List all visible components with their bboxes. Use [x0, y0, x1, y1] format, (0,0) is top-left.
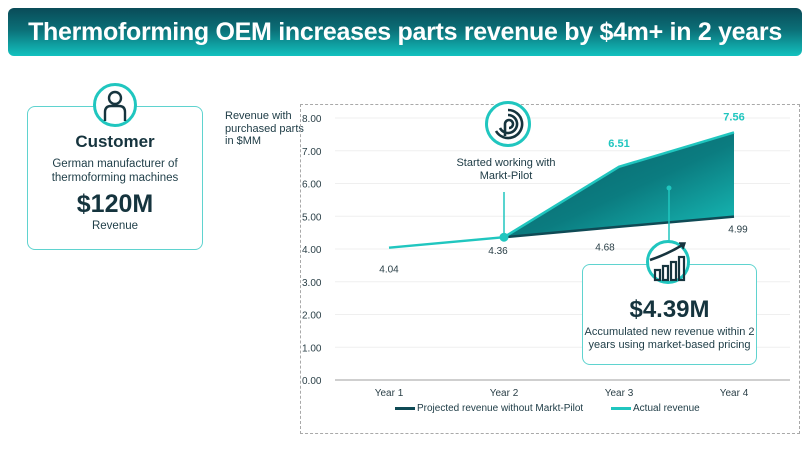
person-icon	[93, 83, 137, 127]
y-tick-label: 3.00	[302, 278, 322, 289]
legend-label: Actual revenue	[633, 403, 700, 414]
page-title: Thermoforming OEM increases parts revenu…	[28, 17, 782, 46]
y-tick-label: 7.00	[302, 147, 322, 158]
data-label-projected: 4.68	[595, 243, 615, 254]
customer-revenue-label: Revenue	[91, 220, 139, 232]
revenue-gain-area	[504, 132, 734, 238]
y-tick-label: 5.00	[302, 212, 322, 223]
title-banner: Thermoforming OEM increases parts revenu…	[8, 8, 802, 56]
data-label-actual: 7.56	[723, 111, 744, 123]
legend-item-projected: Projected revenue without Markt-Pilot	[395, 403, 583, 414]
start-marker-point	[499, 232, 509, 242]
result-value: $4.39M	[629, 296, 710, 323]
x-tick-label: Year 3	[605, 388, 634, 399]
x-tick-label: Year 1	[375, 388, 404, 399]
annotation-line: Markt-Pilot	[479, 170, 533, 182]
y-tick-label: 6.00	[302, 180, 322, 191]
y-axis-title: Revenue with purchased parts in $MM	[225, 110, 304, 147]
legend-label: Projected revenue without Markt-Pilot	[417, 403, 584, 414]
projected-revenue-line	[503, 215, 735, 239]
result-description-line: years using market-based pricing	[588, 339, 751, 351]
annotation-line: Started working with	[456, 157, 556, 169]
x-tick-label: Year 4	[720, 388, 749, 399]
x-tick-label: Year 2	[490, 388, 519, 399]
y-tick-label: 2.00	[302, 311, 322, 322]
markt-pilot-logo-icon	[485, 101, 531, 147]
customer-description: German manufacturer of thermoforming mac…	[27, 157, 203, 185]
y-tick-label: 1.00	[302, 343, 322, 354]
data-label-actual: 4.04	[379, 265, 399, 276]
chart-frame	[300, 104, 800, 434]
legend-item-actual: Actual revenue	[611, 403, 700, 414]
customer-description-line: German manufacturer of	[52, 158, 178, 170]
growth-chart-icon	[646, 240, 690, 284]
y-tick-label: 4.00	[302, 245, 322, 256]
data-label-actual: 4.36	[488, 246, 508, 257]
customer-title: Customer	[75, 132, 155, 151]
legend-swatch	[395, 407, 415, 410]
data-label-actual: 6.51	[608, 138, 629, 150]
customer-description-line: thermoforming machines	[51, 172, 179, 184]
result-leader-dot	[666, 185, 672, 191]
y-tick-label: 8.00	[302, 114, 322, 125]
result-description-line: Accumulated new revenue within 2	[584, 326, 755, 338]
data-label-projected: 4.99	[728, 225, 748, 236]
legend-swatch	[611, 407, 631, 410]
customer-revenue-value: $120M	[76, 190, 154, 218]
annotation-text: Started working with Markt-Pilot	[450, 157, 562, 183]
result-description: Accumulated new revenue within 2 years u…	[582, 326, 757, 352]
y-tick-label: 0.00	[302, 376, 322, 387]
actual-revenue-line	[388, 131, 735, 249]
